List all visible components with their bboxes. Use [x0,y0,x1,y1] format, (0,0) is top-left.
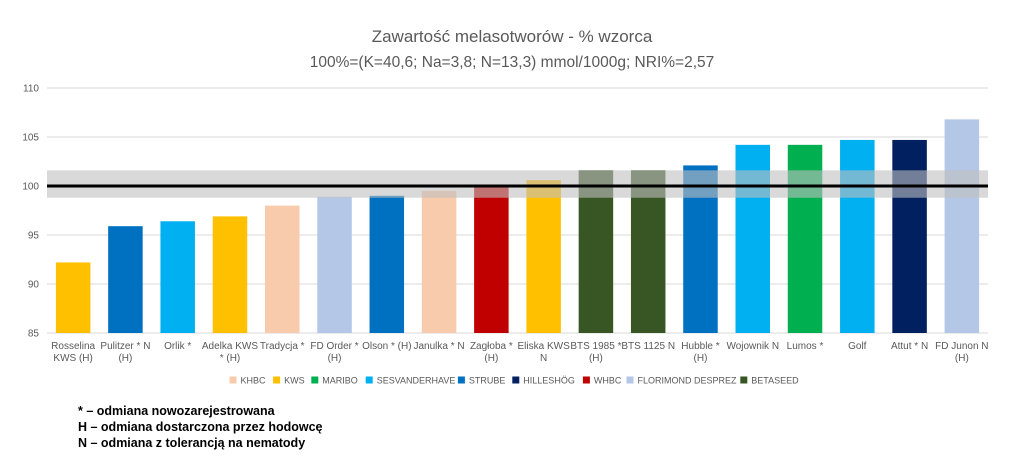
y-tick-label: 110 [23,84,39,95]
x-tick-label: Hubble * (H) [681,341,719,364]
legend-label: HILLESHÖG [523,376,575,386]
footnote-nematode-tolerant: N – odmiana z tolerancją na nematody [78,436,306,450]
bar-3 [212,216,248,333]
footnote-breeder-supplied: H – odmiana dostarczona przez hodowcę [78,420,323,434]
bar-2 [160,221,195,333]
x-tick-label: BTS 1985 * (H) [570,341,621,364]
legend-item: WHBC [582,376,622,386]
legend: KHBC KWS MARIBO SESVANDERHAVE STRUBE HILLESHÖ… [229,376,799,386]
x-tick-label: FD Junon N (H) [935,341,988,364]
legend-label: MARIBO [322,376,358,386]
x-tick-label: Wojownik N [726,341,779,352]
legend-swatch [365,376,373,384]
legend-item: SESVANDERHAVE [365,376,456,386]
legend-label: BETASEED [751,376,799,386]
reference-band-rect [47,170,988,198]
legend-item: FLORIMOND DESPREZ [626,376,738,386]
legend-swatch [512,376,520,384]
legend-swatch [273,376,281,384]
x-tick-label: Attut * N [891,341,928,352]
legend-item: KHBC [229,376,267,386]
footnote-new-variety: * – odmiana nowozarejestrowana [78,404,275,418]
y-axis-ticks: 85 90 95 100 105 110 [22,84,39,340]
x-tick-label: Golf [848,341,867,352]
x-tick-label: FD Order * (H) [310,341,358,364]
x-tick-label: Olson * (H) [362,341,411,352]
legend-swatch [740,376,748,384]
bar-8 [474,186,509,333]
bar-1 [108,226,143,333]
reference-line [47,170,988,198]
x-axis-labels: Rosselina KWS (H)Pulitzer * N (H) Orlik * Ad… [51,341,988,364]
chart-title: Zawartość melasotworów - % wzorca [372,27,653,46]
legend-item: HILLESHÖG [512,376,575,386]
bar-9 [526,180,561,333]
melasotwory-bar-chart: Zawartość melasotworów - % wzorca 100%=(… [22,27,988,386]
legend-swatch [229,376,237,384]
x-tick-label: Janulka * N [414,341,465,352]
legend-label: KWS [284,376,305,386]
x-tick-label: Tradycja * [260,341,305,352]
legend-label: SESVANDERHAVE [377,376,456,386]
x-tick-label: Pulitzer * N (H) [100,341,150,364]
legend-item: STRUBE [457,376,506,386]
legend-item: BETASEED [740,376,799,386]
legend-label: WHBC [594,376,622,386]
bar-0 [55,262,91,333]
x-tick-label: Orlik * [164,341,191,352]
legend-swatch [457,376,465,384]
bar-5 [317,196,352,333]
legend-item: KWS [273,376,305,386]
bar-16 [892,139,927,333]
x-tick-label: Adelka KWS * (H) [202,341,258,364]
legend-label: FLORIMOND DESPREZ [638,376,738,386]
x-tick-label: BTS 1125 N [621,341,675,352]
x-tick-label: Eliska KWS N [518,341,571,364]
bar-7 [421,190,457,333]
y-tick-label: 90 [28,280,40,291]
legend-item: MARIBO [311,376,358,386]
y-tick-label: 95 [28,231,40,242]
bars [55,119,980,333]
bar-17 [944,119,980,333]
legend-label: KHBC [241,376,267,386]
y-tick-label: 100 [22,182,39,193]
legend-swatch [311,376,319,384]
y-tick-label: 105 [22,133,39,144]
legend-swatch [582,376,590,384]
bar-6 [369,195,405,333]
y-tick-label: 85 [28,329,40,340]
legend-label: STRUBE [469,376,506,386]
x-tick-label: Lumos * [787,341,824,352]
x-tick-label: Zagłoba * (H) [470,341,513,364]
footnotes: * – odmiana nowozarejestrowana H – odmia… [78,403,323,451]
bar-4 [264,205,300,333]
chart-subtitle: 100%=(K=40,6; Na=3,8; N=13,3) mmol/1000g… [310,54,715,71]
bar-15 [840,139,875,333]
x-tick-label: Rosselina KWS (H) [51,341,95,364]
legend-swatch [626,376,634,384]
